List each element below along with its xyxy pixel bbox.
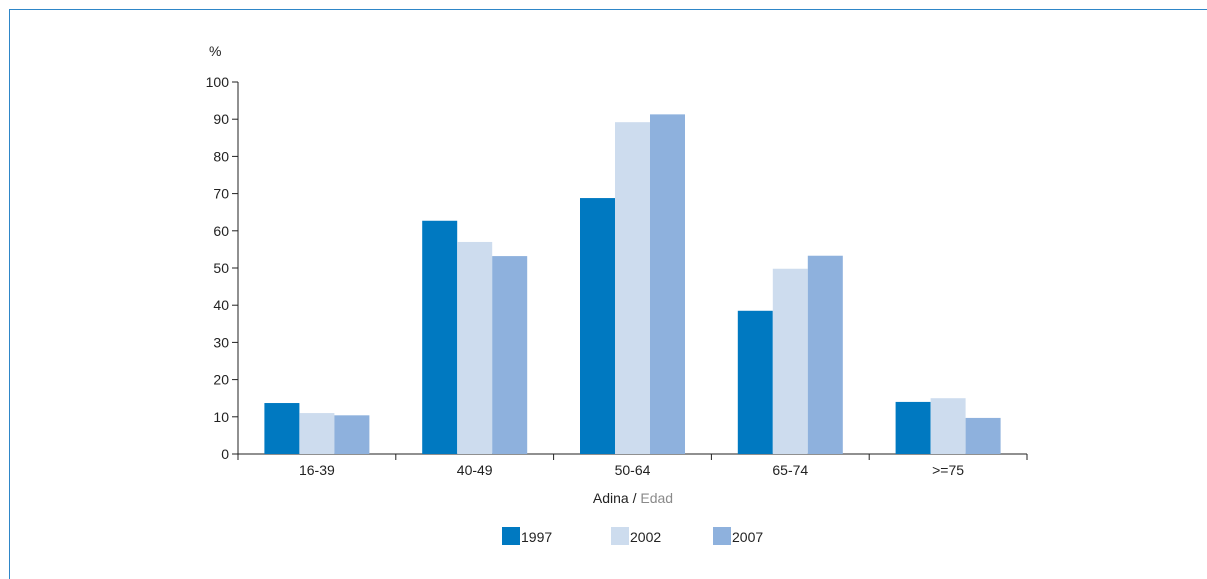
legend-swatch <box>611 527 629 545</box>
x-tick-label: 65-74 <box>772 462 808 478</box>
bar-1997-50-64 <box>580 198 615 454</box>
bar-2002-40-49 <box>457 241 493 454</box>
bar-2007-50-64 <box>650 114 685 454</box>
y-axis-label: % <box>209 43 221 59</box>
bar-2007-40-49 <box>492 256 528 454</box>
bar-2007-65-74 <box>807 255 843 454</box>
legend-item-1997: 1997 <box>502 527 552 545</box>
y-tick-label: 30 <box>213 334 229 350</box>
legend-label: 2007 <box>732 529 763 545</box>
bar-1997->=75 <box>895 401 931 454</box>
bar-2007-16-39 <box>334 415 370 454</box>
x-tick-label: 16-39 <box>299 462 335 478</box>
legend-item-2002: 2002 <box>611 527 661 545</box>
y-tick-label: 70 <box>213 186 229 202</box>
bar-2007->=75 <box>965 417 1001 454</box>
legend: 1997 2002 2007 <box>502 527 763 545</box>
x-axis-label-secondary: Edad <box>640 490 673 506</box>
y-tick-label: 60 <box>213 223 229 239</box>
y-tick-label: 40 <box>213 297 229 313</box>
legend-item-2007: 2007 <box>713 527 763 545</box>
legend-label: 1997 <box>521 529 552 545</box>
bar-1997-16-39 <box>264 403 300 454</box>
bar-1997-65-74 <box>737 310 773 454</box>
y-axis: 0 10 20 30 40 50 60 70 80 90 100 <box>206 74 239 462</box>
x-tick-label: 50-64 <box>615 462 651 478</box>
bar-2002-50-64 <box>615 122 650 455</box>
y-tick-label: 10 <box>213 409 229 425</box>
y-tick-label: 100 <box>206 74 230 90</box>
bar-2002->=75 <box>930 398 966 454</box>
x-axis-label: Adina / Edad <box>593 490 673 506</box>
legend-swatch <box>713 527 731 545</box>
x-axis: 16-39 40-49 50-64 65-74 >=75 <box>237 453 1028 478</box>
bars <box>264 114 1001 455</box>
bar-2002-65-74 <box>772 268 808 454</box>
legend-label: 2002 <box>630 529 661 545</box>
x-tick-label: >=75 <box>932 462 964 478</box>
chart-frame <box>9 9 1207 579</box>
y-tick-label: 50 <box>213 260 229 276</box>
legend-swatch <box>502 527 520 545</box>
x-axis-label-main: Adina <box>593 490 629 506</box>
x-axis-label-separator: / <box>629 490 641 506</box>
y-tick-label: 80 <box>213 148 229 164</box>
y-tick-label: 90 <box>213 111 229 127</box>
x-tick-label: 40-49 <box>457 462 493 478</box>
y-tick-label: 0 <box>221 446 229 462</box>
bar-1997-40-49 <box>422 220 458 454</box>
bar-2002-16-39 <box>299 413 335 454</box>
y-tick-label: 20 <box>213 372 229 388</box>
